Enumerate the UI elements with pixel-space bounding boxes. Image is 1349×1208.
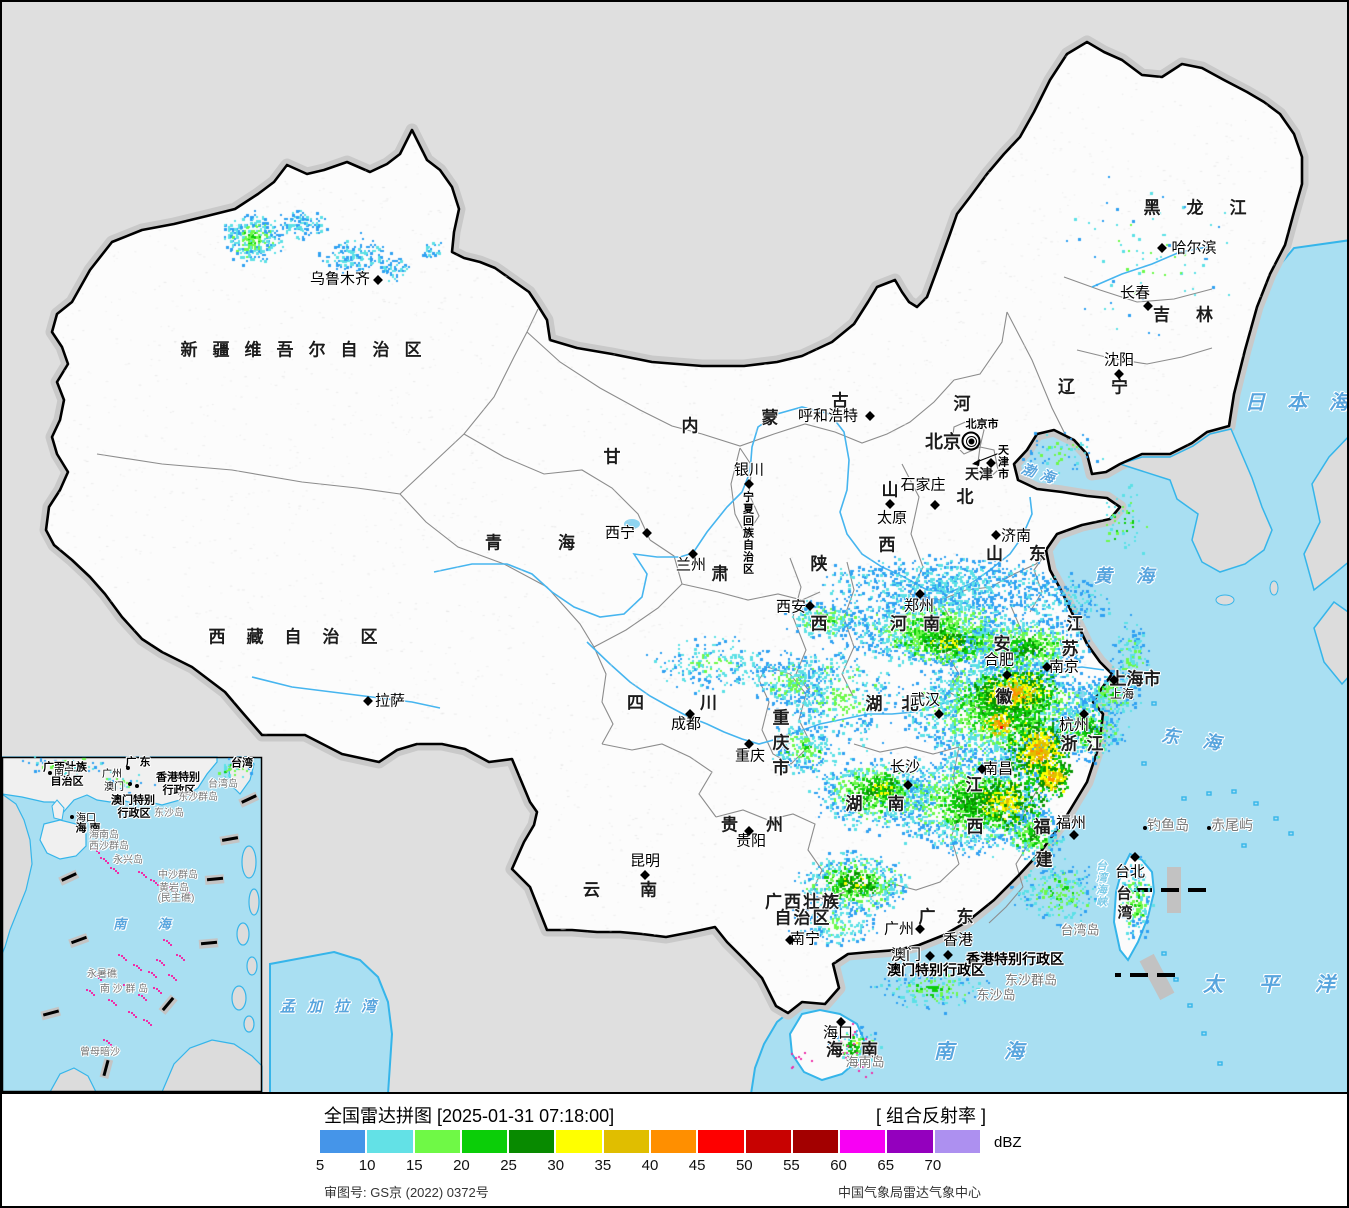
- colorbar-tick: 55: [783, 1157, 800, 1174]
- colorbar-swatch: [556, 1130, 602, 1153]
- map-approval-number: 审图号: GS京 (2022) 0372号: [324, 1185, 489, 1200]
- colorbar-swatch: [840, 1130, 886, 1153]
- colorbar-tick: 70: [924, 1157, 942, 1174]
- issuing-agency: 中国气象局雷达气象中心: [838, 1185, 982, 1200]
- colorbar-swatch: [934, 1130, 980, 1153]
- colorbar-tick: 15: [405, 1157, 423, 1174]
- map-title: 全国雷达拼图 [2025-01-31 07:18:00]: [324, 1106, 615, 1126]
- colorbar-tick: 50: [735, 1157, 753, 1174]
- colorbar-swatch: [603, 1130, 649, 1153]
- colorbar-tick: 35: [594, 1157, 612, 1174]
- colorbar-swatch: [367, 1130, 413, 1153]
- colorbar-tick: 10: [358, 1157, 376, 1174]
- colorbar-tick: 30: [547, 1157, 565, 1174]
- colorbar-swatch: [698, 1130, 744, 1153]
- colorbar-tick: 40: [641, 1157, 659, 1174]
- colorbar-swatch: [792, 1130, 839, 1153]
- colorbar-swatch: [509, 1130, 555, 1153]
- colorbar-tick: 20: [453, 1157, 470, 1174]
- unit-label: dBZ: [994, 1134, 1022, 1151]
- colorbar-swatch: [887, 1130, 933, 1153]
- colorbar: [320, 1130, 980, 1153]
- radar-echo-canvas: [2, 2, 1347, 1092]
- colorbar-swatch: [650, 1130, 697, 1153]
- colorbar-swatch: [461, 1130, 508, 1153]
- colorbar-tick: 5: [315, 1157, 325, 1174]
- legend-panel: 全国雷达拼图 [2025-01-31 07:18:00] [ 组合反射率 ] 5…: [2, 1094, 1347, 1206]
- product-name: [ 组合反射率 ]: [876, 1106, 987, 1126]
- colorbar-swatch: [320, 1130, 366, 1153]
- colorbar-tick: 65: [877, 1157, 895, 1174]
- colorbar-tick: 25: [500, 1157, 517, 1174]
- colorbar-tick: 45: [688, 1157, 706, 1174]
- colorbar-swatch: [745, 1130, 791, 1153]
- china-radar-map: 黑龙江 吉林 辽宁内蒙古新疆维吾尔自治区 西藏自治区 青海甘肃陕西山西河北北京 天津 山东河…: [2, 2, 1347, 1094]
- colorbar-tick: 60: [830, 1157, 847, 1174]
- colorbar-swatch: [414, 1130, 460, 1153]
